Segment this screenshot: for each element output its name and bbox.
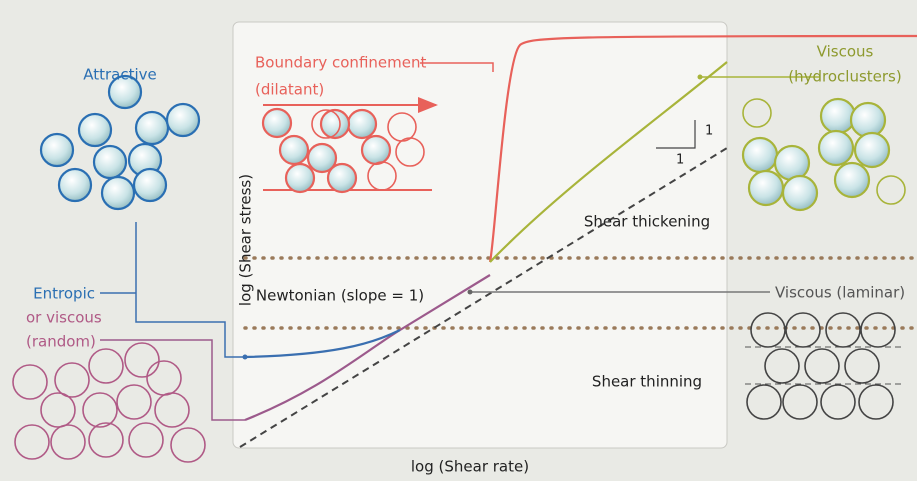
particle — [263, 109, 291, 137]
connector-dot — [243, 355, 248, 360]
particle — [59, 169, 91, 201]
label: (dilatant) — [255, 81, 324, 99]
particle — [41, 134, 73, 166]
label: Entropic — [33, 285, 95, 303]
figure: Attractive Entropic or viscous (random) … — [0, 0, 917, 481]
particle — [167, 104, 199, 136]
y-axis-label: log (Shear stress) — [237, 174, 255, 306]
label: Viscous (laminar) — [775, 284, 905, 302]
label: (random) — [26, 333, 96, 351]
region-label: Shear thickening — [584, 213, 710, 231]
connector-dot — [468, 290, 473, 295]
particle — [134, 169, 166, 201]
particle — [286, 164, 314, 192]
particle — [328, 164, 356, 192]
particle — [819, 131, 853, 165]
connector-dot — [698, 75, 703, 80]
label: or viscous — [26, 309, 102, 327]
particle — [102, 177, 134, 209]
particle — [348, 110, 376, 138]
particle — [79, 114, 111, 146]
slope-label: 1 — [676, 153, 684, 168]
particle — [94, 146, 126, 178]
particle — [851, 103, 885, 137]
label: Boundary confinement — [255, 54, 426, 72]
particle — [775, 146, 809, 180]
label: Attractive — [83, 66, 157, 84]
particle — [855, 133, 889, 167]
region-label: Newtonian (slope = 1) — [256, 287, 424, 305]
slope-label: 1 — [705, 124, 713, 139]
particle — [835, 163, 869, 197]
particle — [821, 99, 855, 133]
particle — [783, 176, 817, 210]
particle — [743, 138, 777, 172]
particle — [749, 171, 783, 205]
region-label: Shear thinning — [592, 373, 702, 391]
label: Viscous — [817, 43, 874, 61]
x-axis-label: log (Shear rate) — [411, 458, 529, 476]
particle — [362, 136, 390, 164]
particle — [280, 136, 308, 164]
label: (hydroclusters) — [788, 68, 901, 86]
particle — [136, 112, 168, 144]
